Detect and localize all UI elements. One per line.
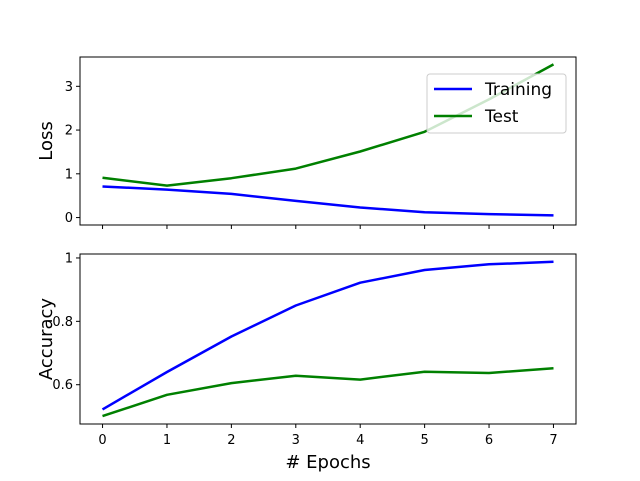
- x-tick-label: 1: [163, 433, 171, 448]
- y-tick-label: 0: [65, 211, 73, 226]
- legend-label-test: Test: [484, 107, 519, 127]
- series-line-training: [101, 260, 554, 411]
- legend-label-training: Training: [484, 80, 552, 100]
- x-tick-label: 5: [420, 433, 428, 448]
- y-tick-label: 0.6: [52, 378, 73, 393]
- y-tick-label: 3: [65, 80, 73, 95]
- y-tick-label: 2: [65, 124, 73, 139]
- x-axis-label: # Epochs: [285, 452, 370, 473]
- series-line-test: [102, 366, 554, 418]
- x-tick-label: 3: [292, 433, 300, 448]
- axes-frame: [79, 56, 577, 226]
- series-line-training: [102, 185, 554, 217]
- y-tick-label: 0.8: [52, 315, 73, 330]
- y-axis-label: Accuracy: [36, 298, 57, 381]
- x-tick-label: 2: [227, 433, 235, 448]
- axes-frame: [79, 253, 577, 425]
- x-tick-label: 4: [356, 433, 364, 448]
- x-tick-label: 7: [549, 433, 557, 448]
- x-tick-label: 6: [485, 433, 493, 448]
- y-tick-label: 1: [65, 167, 73, 182]
- y-tick-label: 1: [65, 251, 73, 266]
- x-tick-label: 0: [98, 433, 106, 448]
- y-axis-label: Loss: [36, 121, 57, 160]
